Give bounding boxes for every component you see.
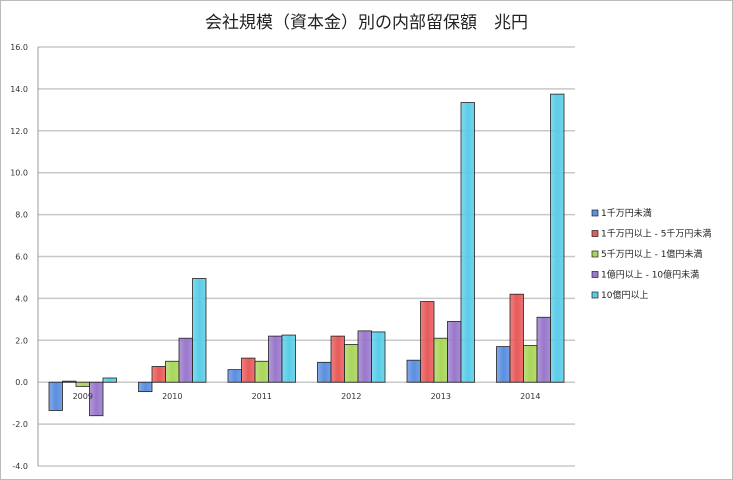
bar: [460, 102, 475, 383]
chart-title: 会社規模（資本金）別の内部留保額 兆円: [205, 13, 528, 33]
bar: [192, 278, 207, 383]
legend-label: 1千万円未満: [601, 207, 652, 219]
bar: [509, 293, 524, 383]
x-tick-label: 2009: [73, 392, 93, 401]
x-tick-label: 2013: [431, 392, 451, 401]
bar: [151, 366, 166, 383]
y-tick-label: 6.0: [15, 253, 28, 262]
legend-swatch: [591, 209, 599, 217]
bar: [254, 360, 269, 383]
bar: [48, 381, 63, 411]
bar: [268, 335, 283, 383]
bar: [89, 381, 104, 417]
bar: [75, 381, 90, 387]
bar: [371, 331, 386, 383]
bar: [165, 360, 180, 383]
legend-swatch: [591, 250, 599, 258]
legend-swatch: [591, 230, 599, 237]
y-tick-label: 12.0: [10, 127, 28, 136]
legend-label: 5千万円以上 - 1億円未満: [601, 248, 702, 260]
y-tick-label: -4.0: [12, 462, 28, 471]
legend-label: 10億円以上: [601, 289, 648, 301]
y-tick-label: -2.0: [12, 420, 28, 429]
bar: [433, 337, 448, 383]
bar: [523, 345, 538, 383]
bar: [357, 330, 372, 383]
x-tick-label: 2014: [520, 392, 540, 401]
bar: [227, 369, 242, 383]
bar: [447, 321, 462, 383]
y-tick-label: 4.0: [15, 294, 28, 303]
bar: [406, 359, 421, 383]
bar: [241, 357, 256, 383]
legend-label: 1千万円以上 - 5千万円未満: [601, 228, 711, 240]
bar: [102, 377, 117, 383]
bar: [62, 380, 77, 383]
bar: [536, 316, 551, 383]
y-tick-label: 16.0: [10, 43, 28, 52]
bar: [330, 335, 345, 383]
bar: [496, 346, 511, 383]
bar: [550, 93, 565, 383]
bar: [420, 301, 435, 383]
bar: [138, 381, 153, 393]
legend-label: 1億円以上 - 10億円未満: [601, 269, 699, 281]
legend-swatch: [591, 291, 599, 299]
bar: [317, 361, 332, 383]
bar: [281, 334, 296, 383]
y-tick-label: 14.0: [10, 85, 28, 94]
bar: [344, 344, 359, 383]
x-tick-label: 2010: [162, 392, 182, 401]
y-tick-label: 2.0: [15, 336, 28, 345]
y-tick-label: 0.0: [15, 378, 28, 387]
y-tick-label: 8.0: [15, 211, 28, 220]
bar: [178, 337, 193, 383]
legend-swatch: [591, 271, 599, 278]
x-tick-label: 2012: [341, 392, 361, 401]
x-tick-label: 2011: [252, 392, 272, 401]
y-tick-label: 10.0: [10, 169, 28, 178]
